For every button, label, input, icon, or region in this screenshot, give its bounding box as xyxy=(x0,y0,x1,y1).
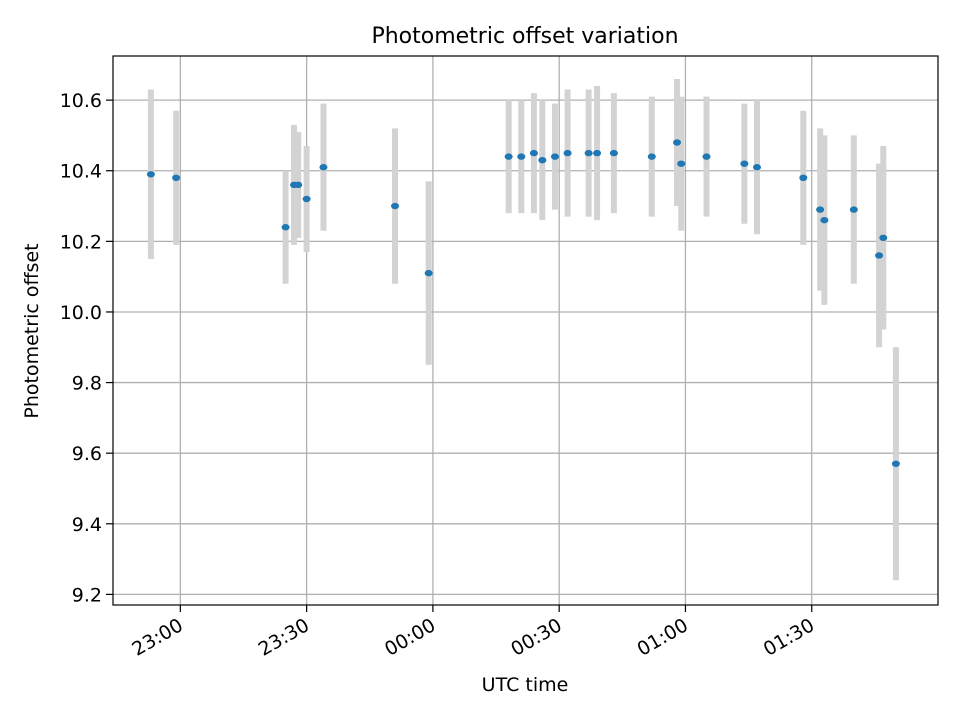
x-tick-label: 00:00 xyxy=(381,614,439,660)
data-point xyxy=(879,234,888,242)
data-point xyxy=(550,153,559,160)
y-tick-label: 10.0 xyxy=(60,302,102,324)
data-point xyxy=(504,153,513,160)
data-point xyxy=(799,174,808,182)
y-tick-label: 10.2 xyxy=(60,231,102,253)
data-point xyxy=(609,149,618,157)
data-point xyxy=(820,216,829,224)
y-tick-label: 9.8 xyxy=(72,373,102,395)
y-tick-label: 10.4 xyxy=(60,161,102,183)
data-point xyxy=(281,224,290,231)
data-point xyxy=(891,460,900,467)
x-tick-label: 01:00 xyxy=(634,614,692,660)
data-point xyxy=(753,164,762,171)
data-point xyxy=(302,195,311,203)
data-points xyxy=(146,139,900,467)
grid xyxy=(113,56,938,605)
data-point xyxy=(593,149,602,157)
y-tick-label: 9.4 xyxy=(72,514,102,536)
data-point xyxy=(146,171,155,178)
data-point xyxy=(702,153,711,160)
x-tick-label: 01:30 xyxy=(760,614,818,660)
data-point xyxy=(529,149,538,157)
data-point xyxy=(740,160,749,167)
x-tick-label: 23:30 xyxy=(255,614,313,660)
data-point xyxy=(875,252,884,259)
data-point xyxy=(424,269,433,277)
data-point xyxy=(319,164,328,171)
data-point xyxy=(584,149,593,157)
data-point xyxy=(677,160,686,167)
data-point xyxy=(673,139,682,146)
y-tick-label: 9.6 xyxy=(72,443,102,465)
data-point xyxy=(294,181,303,189)
x-tick-label: 23:00 xyxy=(128,614,186,660)
data-point xyxy=(538,156,547,164)
plot-frame xyxy=(112,55,939,606)
data-point xyxy=(172,174,181,182)
data-point xyxy=(563,149,572,157)
y-axis-label: Photometric offset xyxy=(21,243,43,418)
y-tick-label: 10.6 xyxy=(60,90,102,112)
data-point xyxy=(849,206,858,213)
chart-title: Photometric offset variation xyxy=(371,24,678,49)
x-axis-label: UTC time xyxy=(482,674,569,696)
data-point xyxy=(647,153,656,160)
x-tick-label: 00:30 xyxy=(507,614,565,660)
data-point xyxy=(816,206,825,213)
y-tick-label: 9.2 xyxy=(72,584,102,606)
data-point xyxy=(391,202,400,210)
data-point xyxy=(517,153,526,160)
